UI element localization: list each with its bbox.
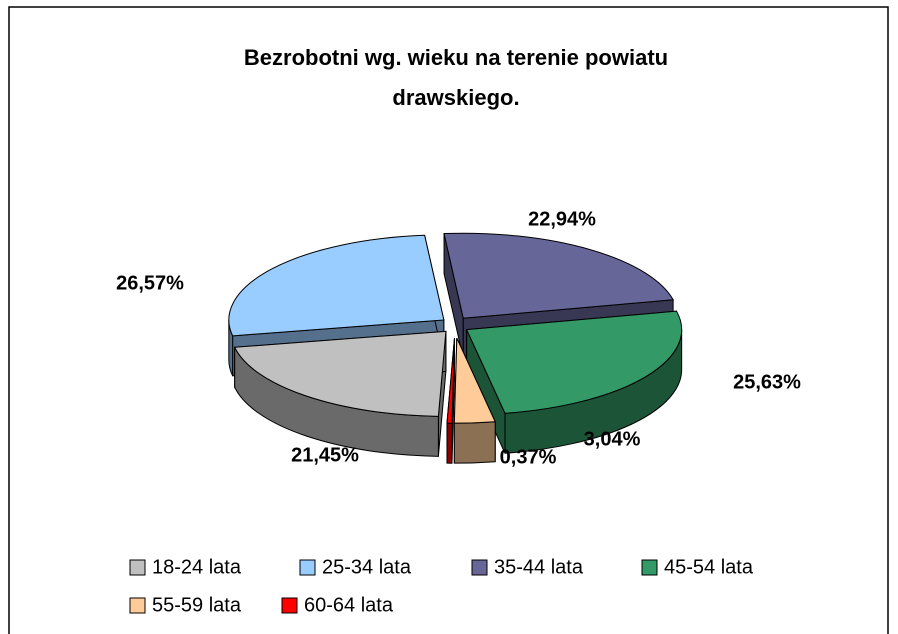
slice xyxy=(443,232,674,319)
slice xyxy=(233,330,447,417)
legend-label: 55-59 lata xyxy=(152,594,242,616)
value-label: 0,37% xyxy=(500,446,557,468)
legend-swatch xyxy=(471,559,488,576)
legend-label: 60-64 lata xyxy=(304,594,394,616)
legend-swatch xyxy=(641,559,658,576)
legend-label: 18-24 lata xyxy=(152,556,242,578)
legend-label: 25-34 lata xyxy=(322,556,412,578)
slice xyxy=(446,338,455,424)
value-label: 3,04% xyxy=(584,428,641,450)
value-label: 25,63% xyxy=(733,371,801,393)
chart-title: Bezrobotni wg. wieku na terenie powiatu … xyxy=(243,45,669,110)
legend-swatch xyxy=(129,559,146,576)
legend-swatch xyxy=(299,559,316,576)
slice xyxy=(465,310,683,414)
value-label: 21,45% xyxy=(291,444,359,466)
legend-swatch xyxy=(129,597,146,614)
legend-swatch xyxy=(281,597,298,614)
slice xyxy=(453,337,496,424)
slice-side xyxy=(453,421,496,464)
legend-label: 45-54 lata xyxy=(664,556,754,578)
chart-frame xyxy=(8,6,889,634)
slice-side xyxy=(446,422,453,464)
value-label: 26,57% xyxy=(116,272,184,294)
value-label: 22,94% xyxy=(528,208,596,230)
slice xyxy=(228,234,445,337)
legend-label: 35-44 lata xyxy=(494,556,584,578)
